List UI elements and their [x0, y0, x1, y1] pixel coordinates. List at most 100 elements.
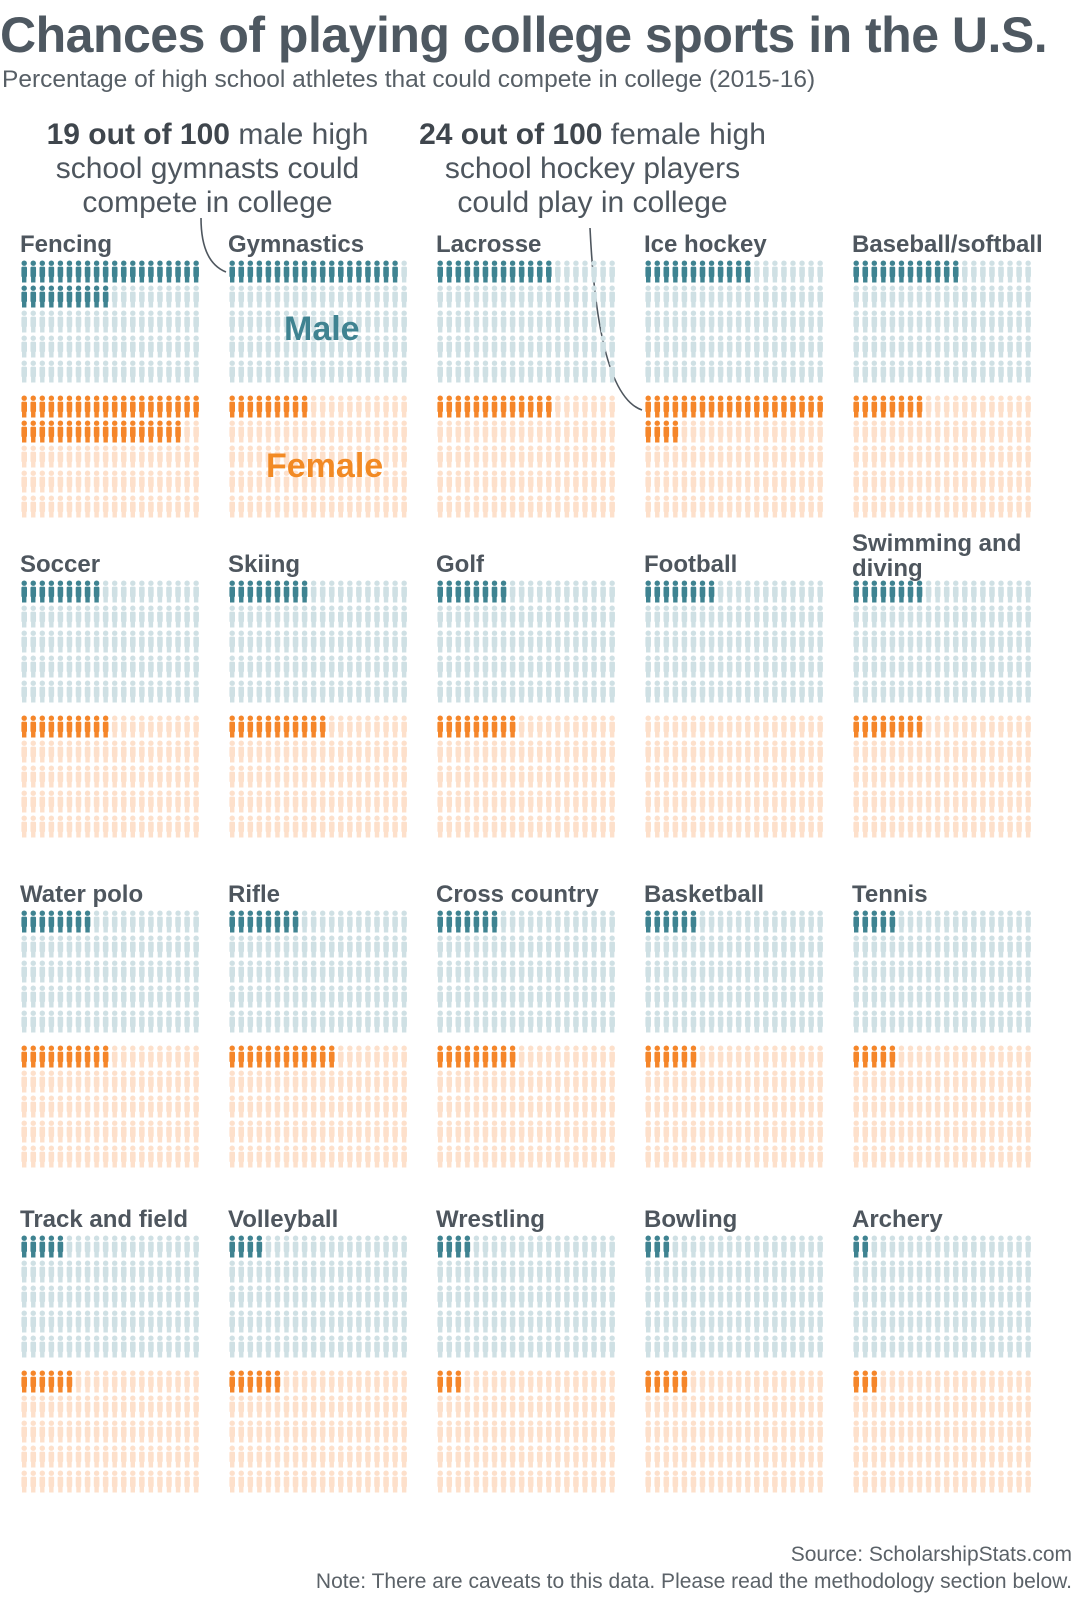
- female-athlete-college: [283, 715, 290, 738]
- female-athlete: [338, 1420, 344, 1443]
- male-athlete: [645, 1335, 651, 1358]
- female-athlete-college: [120, 395, 127, 418]
- male-athlete-college: [726, 260, 733, 283]
- male-athlete-college: [916, 260, 923, 283]
- female-athlete: [763, 1070, 769, 1093]
- male-athlete: [916, 360, 923, 383]
- male-athlete: [75, 1310, 82, 1333]
- male-athlete: [75, 630, 82, 653]
- male-athlete: [84, 1335, 91, 1358]
- male-athlete: [681, 960, 688, 983]
- male-athlete: [663, 935, 670, 958]
- male-athlete: [998, 1310, 1004, 1333]
- female-athlete: [301, 495, 308, 518]
- male-athlete: [338, 580, 344, 603]
- male-athlete: [663, 605, 670, 628]
- male-athlete: [582, 935, 588, 958]
- female-athlete: [808, 765, 814, 788]
- male-athlete: [247, 285, 254, 308]
- male-athlete-college: [39, 580, 46, 603]
- female-athlete: [609, 395, 615, 418]
- legend-male: Male: [284, 310, 360, 348]
- female-athlete: [817, 1095, 823, 1118]
- male-athlete: [75, 655, 82, 678]
- male-athlete: [699, 1010, 706, 1033]
- male-athlete: [66, 935, 73, 958]
- female-athlete: [374, 495, 380, 518]
- male-athlete: [1016, 1260, 1022, 1283]
- female-athlete: [943, 765, 950, 788]
- female-athlete: [30, 1070, 37, 1093]
- male-athlete: [274, 935, 281, 958]
- female-athlete: [491, 470, 498, 493]
- male-athlete: [536, 310, 543, 333]
- male-athlete: [853, 310, 859, 333]
- female-athlete: [383, 395, 389, 418]
- male-athlete: [527, 605, 534, 628]
- male-athlete: [600, 1260, 606, 1283]
- male-athlete: [57, 680, 64, 703]
- female-athlete: [111, 815, 118, 838]
- male-athlete: [763, 1285, 769, 1308]
- male-athlete: [717, 310, 724, 333]
- male-athlete: [102, 985, 109, 1008]
- male-athlete: [989, 1235, 995, 1258]
- female-athlete: [564, 815, 570, 838]
- male-athlete: [546, 960, 552, 983]
- male-athlete: [374, 1260, 380, 1283]
- male-athlete: [735, 935, 742, 958]
- male-athlete: [591, 680, 597, 703]
- female-athlete: [338, 1370, 344, 1393]
- female-athlete: [943, 495, 950, 518]
- female-athlete: [518, 765, 525, 788]
- male-athlete: [256, 360, 263, 383]
- female-athlete-college: [238, 1370, 245, 1393]
- female-athlete-college: [781, 395, 787, 418]
- female-athlete: [536, 1445, 543, 1468]
- female-athlete: [265, 1095, 272, 1118]
- female-athlete: [75, 1420, 82, 1443]
- female-athlete: [672, 715, 679, 738]
- male-athlete: [500, 655, 507, 678]
- male-athlete: [383, 655, 389, 678]
- female-athlete: [102, 765, 109, 788]
- female-athlete: [48, 1470, 55, 1493]
- female-athlete-college: [84, 1045, 91, 1068]
- female-athlete: [952, 1145, 959, 1168]
- female-athlete: [184, 1145, 190, 1168]
- male-athlete-college: [907, 260, 914, 283]
- male-athlete: [247, 680, 254, 703]
- female-athlete: [672, 1445, 679, 1468]
- male-athlete: [817, 1235, 823, 1258]
- male-athlete: [392, 1310, 398, 1333]
- male-athlete: [790, 910, 796, 933]
- male-athlete: [754, 1335, 760, 1358]
- female-athlete-college: [446, 395, 453, 418]
- female-athlete: [111, 1145, 118, 1168]
- female-athlete: [401, 470, 407, 493]
- female-athlete: [971, 1470, 977, 1493]
- male-athlete: [57, 1285, 64, 1308]
- female-athlete: [256, 1395, 263, 1418]
- female-athlete: [591, 1445, 597, 1468]
- male-athlete: [808, 1260, 814, 1283]
- male-athlete-college: [916, 580, 923, 603]
- male-athlete: [102, 680, 109, 703]
- female-athlete: [283, 1470, 290, 1493]
- male-athlete: [111, 1235, 118, 1258]
- male-athlete: [356, 1235, 362, 1258]
- female-athlete: [663, 470, 670, 493]
- female-athlete: [880, 1445, 887, 1468]
- female-athlete: [799, 1045, 805, 1068]
- female-athlete-college: [84, 715, 91, 738]
- female-athlete: [672, 1070, 679, 1093]
- female-athlete: [111, 1120, 118, 1143]
- male-athlete: [609, 580, 615, 603]
- male-athlete: [482, 1235, 489, 1258]
- female-athlete: [600, 815, 606, 838]
- female-athlete: [672, 1145, 679, 1168]
- female-athlete: [193, 765, 199, 788]
- female-athlete: [763, 715, 769, 738]
- male-athlete: [437, 335, 443, 358]
- male-athlete: [763, 935, 769, 958]
